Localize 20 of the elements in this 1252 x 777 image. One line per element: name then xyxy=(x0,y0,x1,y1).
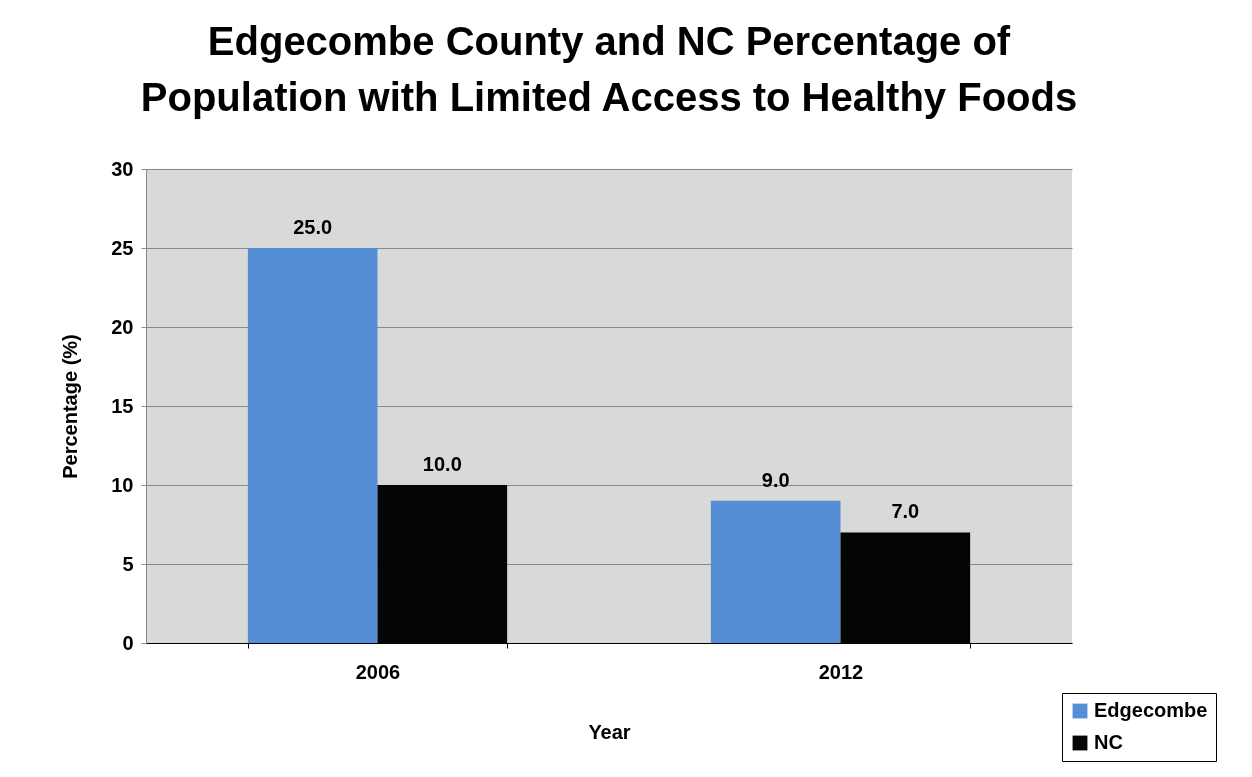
y-tick-label: 15 xyxy=(111,394,134,417)
y-tick-label: 20 xyxy=(111,315,134,338)
legend-label: NC xyxy=(1094,731,1123,753)
data-label: 25.0 xyxy=(293,216,333,238)
bar xyxy=(710,500,841,643)
data-label: 10.0 xyxy=(422,453,462,475)
y-tick-label: 25 xyxy=(111,236,134,259)
y-tick-label: 10 xyxy=(111,473,134,496)
legend-label: Edgecombe xyxy=(1094,699,1208,721)
y-tick-label: 5 xyxy=(122,552,134,575)
x-axis-title: Year xyxy=(588,720,631,743)
bar xyxy=(247,248,378,643)
chart-title: Edgecombe County and NC Percentage of Population with Limited Access to Healthy Foods xyxy=(140,19,1078,119)
data-label: 7.0 xyxy=(891,500,920,523)
y-tick-label: 0 xyxy=(122,631,134,654)
x-tick-label: 2012 xyxy=(818,660,864,683)
x-tick-label: 2006 xyxy=(355,660,401,683)
y-tick-label: 30 xyxy=(111,157,134,180)
data-label: 9.0 xyxy=(761,468,790,491)
y-axis-title: Percentage (%) xyxy=(59,334,82,479)
